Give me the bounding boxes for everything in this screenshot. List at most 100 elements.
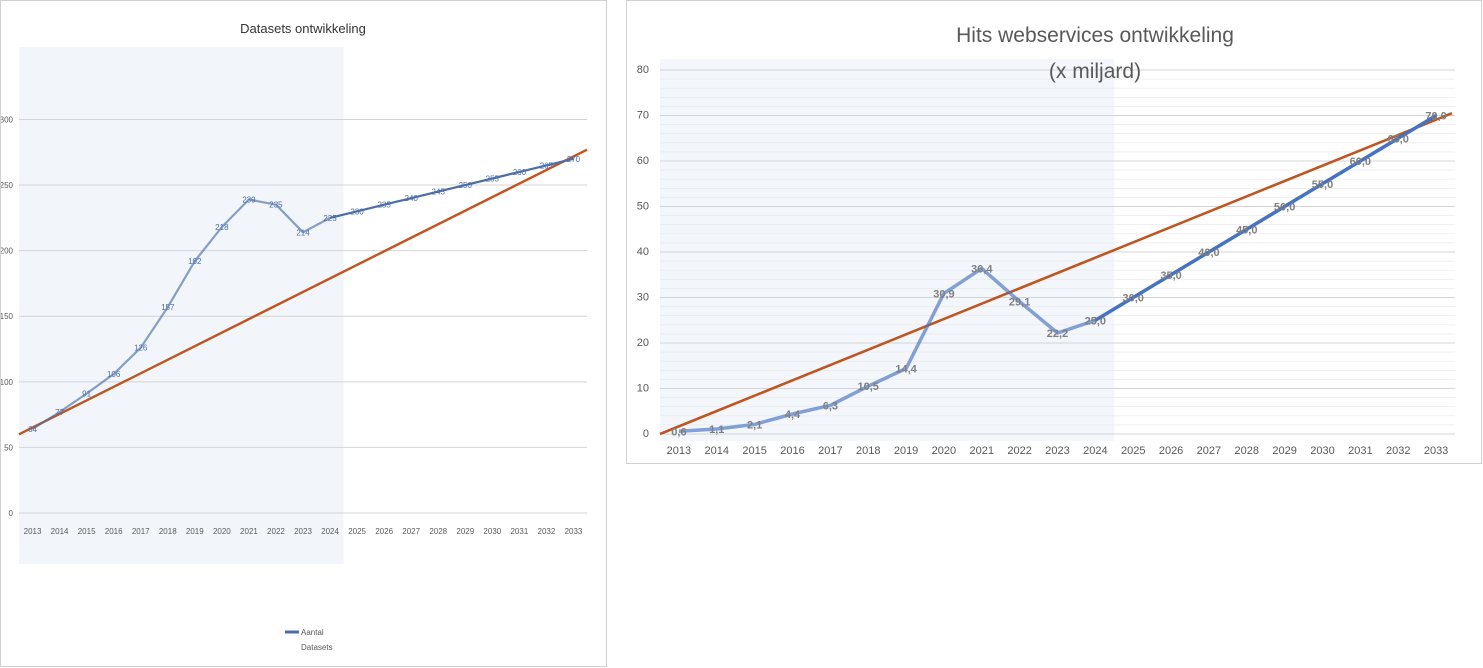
data-label: 245 xyxy=(432,188,446,197)
y-tick-label: 10 xyxy=(637,383,649,395)
data-label: 240 xyxy=(405,194,419,203)
y-tick-label: 100 xyxy=(1,378,14,387)
x-tick-label: 2029 xyxy=(456,527,474,536)
data-label: 70,0 xyxy=(1425,111,1446,123)
x-tick-label: 2031 xyxy=(1348,445,1372,457)
x-tick-label: 2013 xyxy=(667,445,691,457)
data-label: 10,5 xyxy=(858,381,879,393)
data-label: 50,0 xyxy=(1274,202,1295,214)
data-label: 30,0 xyxy=(1123,293,1144,305)
chart-panel-datasets: 0 50 100 150 200 250 300 2013 2014 2015 2016 2017 20… xyxy=(0,0,607,667)
x-tick-label: 2023 xyxy=(294,527,312,536)
data-label: 45,0 xyxy=(1236,224,1257,236)
x-tick-label: 2027 xyxy=(1197,445,1221,457)
x-tick-label: 2023 xyxy=(1045,445,1069,457)
x-tick-label: 2025 xyxy=(1121,445,1145,457)
historical-period-band xyxy=(660,59,1115,441)
x-tick-label: 2030 xyxy=(1310,445,1334,457)
x-tick-label: 2021 xyxy=(970,445,994,457)
data-label: 65,0 xyxy=(1388,133,1409,145)
y-tick-label: 50 xyxy=(637,201,649,213)
data-label: 2,1 xyxy=(747,419,762,431)
chart-title: Datasets ontwikkeling xyxy=(240,21,366,36)
trend-line xyxy=(659,112,1453,436)
y-tick-label: 200 xyxy=(1,247,14,256)
series-line-projection xyxy=(329,157,574,219)
historical-period-band xyxy=(19,47,344,564)
data-label: 270 xyxy=(567,155,581,164)
x-tick-label: 2027 xyxy=(402,527,420,536)
y-tick-label: 20 xyxy=(637,337,649,349)
data-label: 0,6 xyxy=(671,426,686,438)
x-tick-label: 2020 xyxy=(213,527,231,536)
x-tick-label: 2016 xyxy=(780,445,804,457)
chart-title: Hits webservices ontwikkeling xyxy=(956,24,1234,47)
x-tick-label: 2033 xyxy=(565,527,583,536)
x-tick-label: 2017 xyxy=(132,527,150,536)
x-tick-label: 2028 xyxy=(1235,445,1259,457)
datasets-chart: 0 50 100 150 200 250 300 2013 2014 2015 2016 2017 20… xyxy=(1,21,588,652)
data-label: 29,1 xyxy=(1009,297,1030,309)
data-label: 55,0 xyxy=(1312,179,1333,191)
data-label: 235 xyxy=(377,201,391,210)
x-tick-label: 2015 xyxy=(78,527,96,536)
x-tick-label: 2019 xyxy=(894,445,918,457)
y-tick-label: 0 xyxy=(9,509,14,518)
x-tick-label: 2017 xyxy=(818,445,842,457)
x-tick-label: 2029 xyxy=(1272,445,1296,457)
data-label: 265 xyxy=(540,161,554,170)
legend-label: Aantal xyxy=(301,628,324,637)
chart-subtitle: (x miljard) xyxy=(1049,60,1141,83)
x-tick-label: 2021 xyxy=(240,527,258,536)
x-tick-label: 2014 xyxy=(705,445,729,457)
data-label: 77 xyxy=(55,408,64,417)
data-label: 64 xyxy=(28,425,37,434)
x-tick-label: 2024 xyxy=(321,527,339,536)
y-tick-label: 40 xyxy=(637,246,649,258)
data-label: 35,0 xyxy=(1160,270,1181,282)
y-tick-label: 30 xyxy=(637,292,649,304)
data-label: 126 xyxy=(134,344,148,353)
y-tick-label: 250 xyxy=(1,181,14,190)
data-label: 239 xyxy=(242,195,256,204)
data-label: 91 xyxy=(82,390,91,399)
y-tick-label: 70 xyxy=(637,110,649,122)
data-label: 225 xyxy=(323,214,337,223)
x-tick-label: 2015 xyxy=(742,445,766,457)
x-tick-label: 2022 xyxy=(1007,445,1031,457)
x-tick-label: 2030 xyxy=(483,527,501,536)
data-label: 192 xyxy=(188,257,202,266)
data-label: 157 xyxy=(161,303,175,312)
x-tick-label: 2019 xyxy=(186,527,204,536)
data-label: 36,4 xyxy=(971,263,993,275)
data-label: 1,1 xyxy=(709,424,724,436)
x-tick-label: 2028 xyxy=(429,527,447,536)
x-tick-label: 2022 xyxy=(267,527,285,536)
x-tick-label: 2024 xyxy=(1083,445,1107,457)
data-label: 40,0 xyxy=(1198,247,1219,259)
x-tick-label: 2016 xyxy=(105,527,123,536)
data-label: 250 xyxy=(459,181,473,190)
data-label: 6,3 xyxy=(823,400,838,412)
x-tick-label: 2013 xyxy=(24,527,42,536)
series-line-historical xyxy=(678,266,1096,434)
legend-label: Datasets xyxy=(301,643,333,652)
x-tick-label: 2018 xyxy=(159,527,177,536)
data-label: 30,9 xyxy=(933,288,954,300)
chart-panel-hits: 0 10 20 30 40 50 60 70 80 2013 2014 2015 2016 2017 201… xyxy=(626,0,1482,464)
data-label: 255 xyxy=(486,175,500,184)
data-label: 22,2 xyxy=(1047,328,1068,340)
x-tick-label: 2032 xyxy=(538,527,556,536)
x-tick-label: 2031 xyxy=(510,527,528,536)
x-tick-label: 2020 xyxy=(932,445,956,457)
data-label: 106 xyxy=(107,370,121,379)
data-label: 60,0 xyxy=(1350,156,1371,168)
x-tick-label: 2025 xyxy=(348,527,366,536)
y-tick-label: 300 xyxy=(1,115,14,124)
y-tick-label: 60 xyxy=(637,155,649,167)
data-label: 25,0 xyxy=(1085,315,1106,327)
y-tick-label: 80 xyxy=(637,64,649,76)
data-label: 4,4 xyxy=(785,409,801,421)
x-tick-label: 2032 xyxy=(1386,445,1410,457)
